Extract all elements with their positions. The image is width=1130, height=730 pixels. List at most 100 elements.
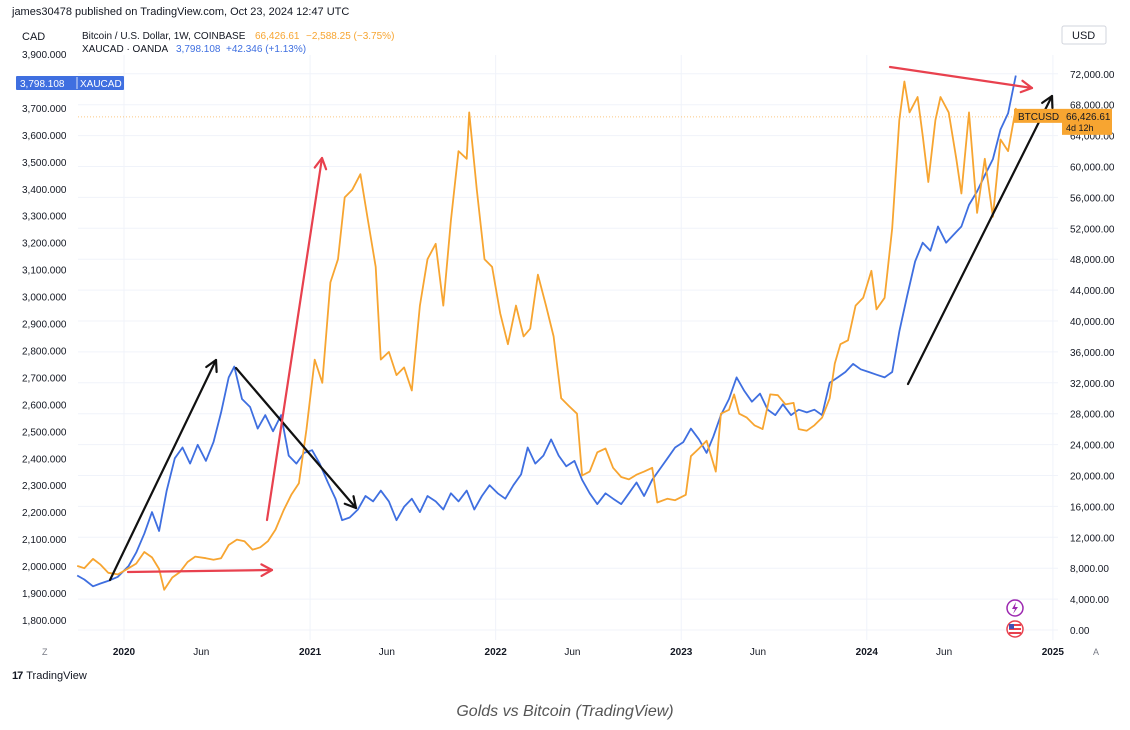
xaucad-tag-label: XAUCAD [80, 79, 122, 90]
right-axis-tick: 12,000.00 [1070, 533, 1115, 544]
right-axis-tick: 72,000.00 [1070, 70, 1115, 81]
annotation-arrow-flat-2020 [126, 563, 274, 577]
arrow-head [343, 495, 358, 510]
arrow-shaft [906, 94, 1054, 386]
us-flag-icon[interactable] [1006, 620, 1024, 638]
tradingview-logo-text: TradingView [26, 670, 87, 682]
left-axis-unit: CAD [22, 31, 45, 43]
legend-xau-change: +42.346 (+1.13%) [226, 44, 306, 55]
right-axis-tick: 0.00 [1070, 626, 1090, 637]
legend-xau-value: 3,798.108 [176, 44, 221, 55]
x-axis-label: Jun [193, 647, 209, 658]
right-axis-tick: 48,000.00 [1070, 255, 1115, 266]
left-axis-tick: 3,300.000 [22, 212, 67, 223]
arrow-head [1019, 79, 1034, 94]
left-axis-tick: 2,400.000 [22, 454, 67, 465]
right-axis-tick: 44,000.00 [1070, 286, 1115, 297]
left-axis-tick: 3,100.000 [22, 266, 67, 277]
published-line: james30478 published on TradingView.com,… [11, 6, 349, 18]
x-axis-label: Jun [564, 647, 580, 658]
btcusd-tag-value: 66,426.61 [1066, 112, 1111, 123]
annotation-arrow-down-2020 [234, 366, 358, 510]
xaucad-price-tag: 3,798.108 XAUCAD [16, 76, 124, 90]
arrow-head [1041, 94, 1054, 110]
x-axis-label: Jun [750, 647, 766, 658]
x-axis-label: 2025 [1042, 647, 1065, 658]
left-axis-tick: 2,600.000 [22, 400, 67, 411]
right-axis-tick: 40,000.00 [1070, 317, 1115, 328]
right-axis-tick: 68,000.00 [1070, 101, 1115, 112]
arrow-head [313, 156, 328, 171]
legend-btc-name: Bitcoin / U.S. Dollar, 1W, COINBASE [82, 31, 246, 42]
left-axis-tick: 2,000.000 [22, 562, 67, 573]
auto-scale-corner[interactable]: A [1093, 647, 1099, 657]
right-axis-tick: 36,000.00 [1070, 348, 1115, 359]
btcusd-tag-time: 4d 12h [1066, 123, 1094, 133]
left-axis-tick: 2,700.000 [22, 373, 67, 384]
arrow-shaft [234, 366, 358, 510]
legend-btc-value: 66,426.61 [255, 31, 300, 42]
left-axis-tick: 2,100.000 [22, 535, 67, 546]
left-axis-tick: 3,700.000 [22, 104, 67, 115]
arrow-shaft [888, 65, 1034, 90]
lightning-icon[interactable] [1006, 599, 1024, 617]
right-axis-tick: 60,000.00 [1070, 163, 1115, 174]
right-axis-tick: 4,000.00 [1070, 595, 1109, 606]
left-axis-tick: 3,600.000 [22, 131, 67, 142]
left-axis-tick: 3,000.000 [22, 293, 67, 304]
tradingview-logo-icon: 17 [12, 670, 23, 682]
left-axis-tick: 2,900.000 [22, 320, 67, 331]
legend-xau: XAUCAD · OANDA 3,798.108 +42.346 (+1.13%… [82, 44, 306, 55]
btcusd-tag-label: BTCUSD [1018, 112, 1059, 123]
right-axis-tick: 20,000.00 [1070, 472, 1115, 483]
annotation-arrow-up-2021 [265, 156, 328, 522]
btcusd-tag-value-bg [1062, 108, 1112, 135]
arrow-head [260, 563, 274, 577]
right-axis-unit: USD [1072, 30, 1095, 42]
timezone-corner[interactable]: Z [42, 647, 48, 657]
x-axis-label: 2024 [856, 647, 879, 658]
x-axis-label: Jun [936, 647, 952, 658]
annotation-arrow-2024-top [888, 65, 1034, 94]
legend-btc-change: −2,588.25 (−3.75%) [306, 31, 394, 42]
series-line-btcusd [76, 80, 1019, 591]
figure-caption: Golds vs Bitcoin (TradingView) [456, 703, 674, 720]
series-line-xaucad [76, 75, 1017, 588]
left-axis-tick: 2,500.000 [22, 427, 67, 438]
left-axis-tick: 1,900.000 [22, 589, 67, 600]
currency-selector[interactable] [1061, 25, 1107, 45]
arrow-shaft [108, 358, 218, 582]
tradingview-logo: 17 TradingView [12, 670, 87, 682]
tradingview-chart: james30478 published on TradingView.com,… [11, 6, 1115, 658]
x-axis-label: 2020 [113, 647, 136, 658]
x-axis-label: Jun [379, 647, 395, 658]
right-axis-tick: 16,000.00 [1070, 502, 1115, 513]
right-axis-tick: 8,000.00 [1070, 564, 1109, 575]
left-axis-tick: 1,800.000 [22, 616, 67, 627]
arrow-shaft [265, 156, 324, 522]
arrow-head [205, 358, 218, 374]
left-axis-tick: 2,300.000 [22, 481, 67, 492]
right-axis-tick: 52,000.00 [1070, 224, 1115, 235]
right-axis-tick: 32,000.00 [1070, 379, 1115, 390]
x-axis-label: 2021 [299, 647, 322, 658]
left-axis-tick: 3,400.000 [22, 185, 67, 196]
arrow-shaft [126, 568, 274, 574]
left-axis-tick: 2,800.000 [22, 346, 67, 357]
x-axis-label: 2023 [670, 647, 693, 658]
annotation-arrow-up-2020 [108, 358, 218, 582]
xaucad-tag-value: 3,798.108 [20, 79, 65, 90]
legend-btc: Bitcoin / U.S. Dollar, 1W, COINBASE 66,4… [82, 31, 394, 42]
right-axis-tick: 64,000.00 [1070, 132, 1115, 143]
right-axis-tick: 24,000.00 [1070, 441, 1115, 452]
left-axis-tick: 3,900.000 [22, 50, 67, 61]
right-axis-tick: 56,000.00 [1070, 193, 1115, 204]
left-axis-tick: 3,500.000 [22, 158, 67, 169]
left-axis-tick: 3,200.000 [22, 239, 67, 250]
x-axis-label: 2022 [485, 647, 508, 658]
btcusd-tag-label-bg [1014, 108, 1062, 123]
right-axis-tick: 28,000.00 [1070, 410, 1115, 421]
xaucad-tag-bg [16, 76, 124, 90]
